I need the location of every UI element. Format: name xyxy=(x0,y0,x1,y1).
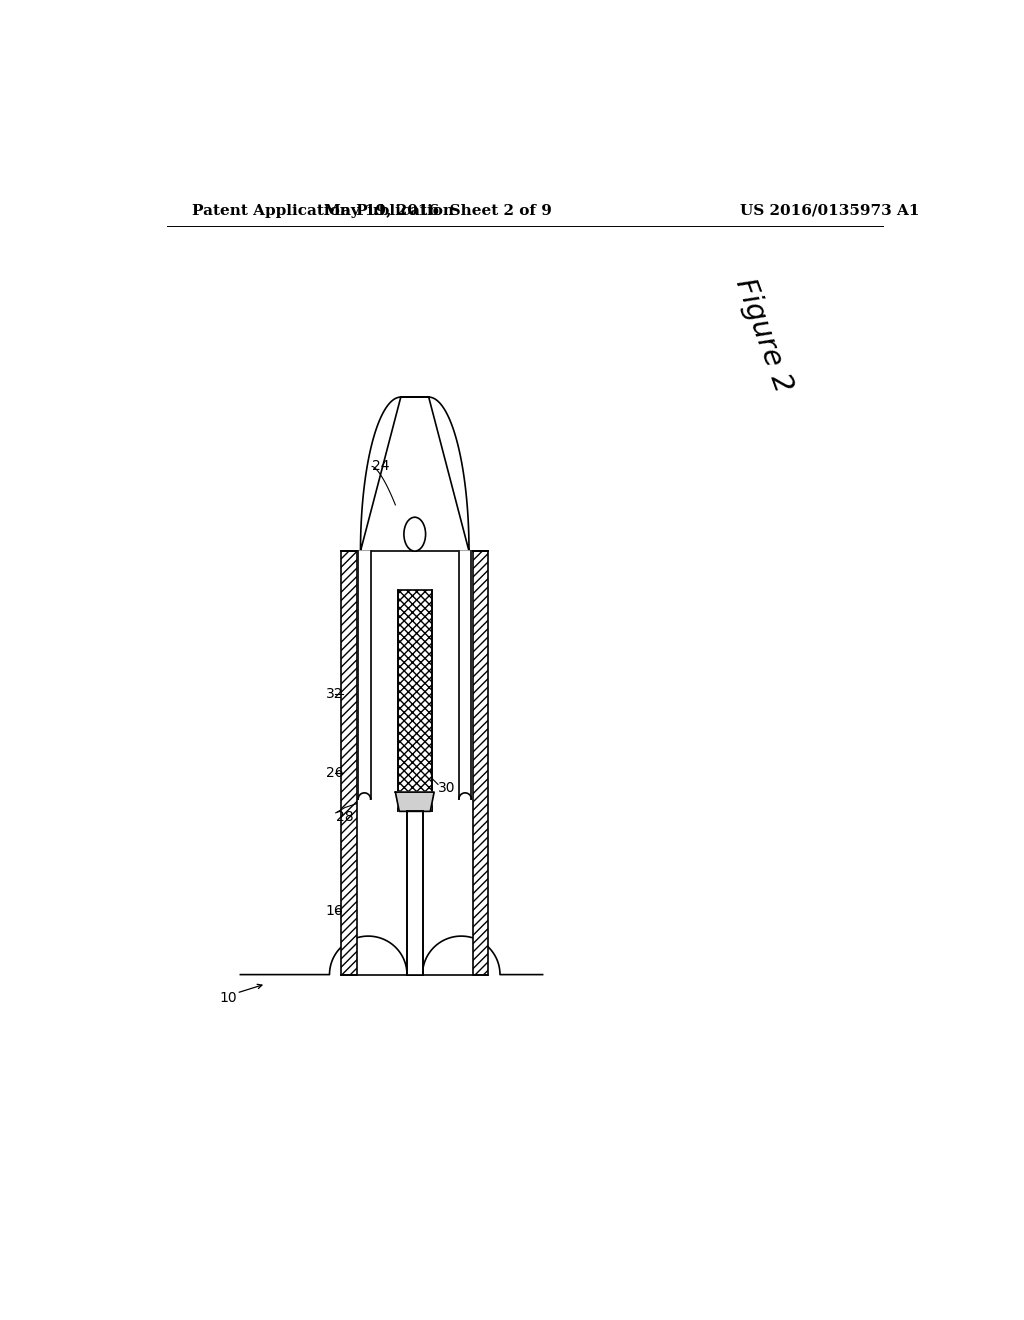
Text: US 2016/0135973 A1: US 2016/0135973 A1 xyxy=(740,203,920,218)
Text: 24: 24 xyxy=(372,459,389,474)
Text: 28: 28 xyxy=(336,809,353,824)
Bar xyxy=(397,590,432,812)
Text: Patent Application Publication: Patent Application Publication xyxy=(191,203,454,218)
Text: 30: 30 xyxy=(438,781,456,795)
Bar xyxy=(356,552,473,974)
Bar xyxy=(473,552,488,974)
Text: May 19, 2016  Sheet 2 of 9: May 19, 2016 Sheet 2 of 9 xyxy=(324,203,552,218)
Text: Figure 2: Figure 2 xyxy=(730,275,797,396)
Text: 32: 32 xyxy=(326,686,343,701)
Bar xyxy=(341,552,356,974)
Polygon shape xyxy=(358,552,371,799)
Text: 26: 26 xyxy=(326,766,343,780)
Bar xyxy=(407,812,423,974)
Ellipse shape xyxy=(403,517,426,552)
Polygon shape xyxy=(360,397,469,552)
Polygon shape xyxy=(459,552,471,799)
Polygon shape xyxy=(395,792,434,812)
Text: 16: 16 xyxy=(326,904,343,919)
Text: 10: 10 xyxy=(219,991,238,1005)
